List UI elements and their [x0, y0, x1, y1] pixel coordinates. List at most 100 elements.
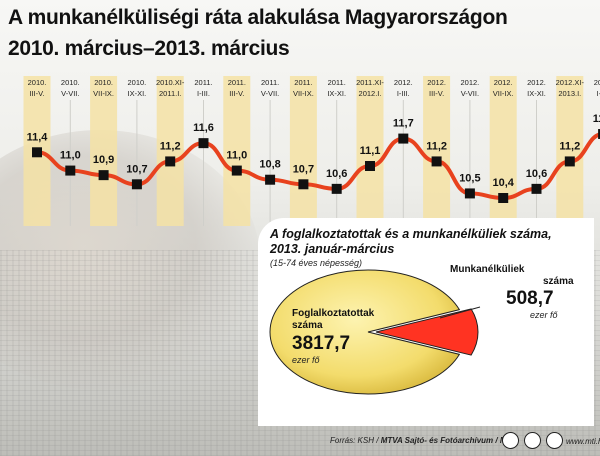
pie-title-period: 2013. január-március: [270, 242, 395, 256]
data-point: [398, 133, 409, 144]
category-label: I-III.: [597, 89, 600, 98]
value-label: 11,0: [60, 150, 81, 162]
category-label: 2012.: [461, 78, 480, 87]
value-label-layer: 11,4 11,0 10,9 10,7 11,2 11,6 11,0 10,8 10,7 10,6…: [27, 113, 600, 189]
category-label: 2013.I.: [558, 89, 581, 98]
period-band: [423, 76, 451, 226]
category-label: 2011.XI-: [356, 78, 384, 87]
category-label: 2011.: [294, 78, 312, 87]
value-label: 10,4: [492, 177, 514, 189]
line-chart: 2010. III-V. 2010. V-VII. 2010. VII-IX. 2010. I…: [23, 76, 600, 226]
period-band: [289, 76, 317, 226]
band-layer: [23, 76, 584, 226]
category-label: V-VII.: [61, 89, 79, 98]
data-point: [298, 179, 309, 190]
value-label: 11,2: [426, 140, 447, 152]
unemployed-value: 508,7: [506, 288, 554, 309]
category-label-layer: 2010. III-V. 2010. V-VII. 2010. VII-IX. 2010. I…: [28, 78, 600, 98]
chart-title: A munkanélküliségi ráta alakulása Magyar…: [8, 6, 508, 29]
category-label: 2013.: [594, 78, 600, 87]
value-label: 10,8: [259, 159, 280, 171]
category-label: IX-XI.: [327, 89, 346, 98]
source-footer: Forrás: KSH / MTVA Sajtó- és Fotóarchívu…: [330, 436, 514, 445]
category-label: V-VII.: [261, 89, 279, 98]
data-point: [598, 129, 600, 139]
data-point: [464, 188, 475, 199]
data-point: [131, 179, 142, 190]
value-label: 10,5: [459, 172, 480, 184]
data-point: [165, 156, 176, 167]
data-point: [365, 161, 375, 171]
value-label: 10,6: [526, 168, 547, 180]
point-layer: [32, 129, 600, 203]
period-band: [223, 76, 251, 226]
category-label: 2010.: [61, 78, 80, 87]
employed-unit: ezer fő: [292, 355, 320, 365]
data-point: [265, 174, 276, 185]
category-label: VII-IX.: [293, 89, 314, 98]
category-label: III-V.: [29, 89, 44, 98]
unemployed-label-2: száma: [543, 276, 574, 287]
data-point: [431, 156, 442, 167]
period-band: [356, 76, 384, 226]
value-label: 11,4: [27, 131, 49, 143]
data-point: [198, 138, 209, 149]
mti-logo-icon: [502, 432, 519, 449]
category-label: VII-IX.: [93, 89, 114, 98]
employed-value: 3817,7: [292, 333, 351, 354]
value-label: 11,7: [393, 118, 414, 130]
period-band: [90, 76, 118, 226]
employed-label: Foglalkoztatottak: [292, 308, 375, 319]
category-label: 2012.: [394, 78, 413, 87]
category-label: 2010.: [128, 78, 147, 87]
data-point: [231, 165, 242, 176]
value-label: 11,2: [559, 140, 580, 152]
value-label: 10,9: [93, 154, 114, 166]
data-point: [98, 170, 109, 181]
category-label: 2011.: [228, 78, 246, 87]
period-band: [556, 76, 584, 226]
category-label: I-III.: [397, 89, 410, 98]
category-label: 2010.: [28, 78, 47, 87]
source-agency: MTVA Sajtó- és Fotóarchívum / MTI: [380, 436, 514, 445]
category-label: 2012.: [494, 78, 513, 87]
data-point: [65, 165, 76, 176]
value-label: 11,1: [360, 145, 381, 157]
archive-logo-icon: [546, 432, 563, 449]
category-label: I-III.: [197, 89, 210, 98]
category-label: 2011.: [261, 78, 279, 87]
data-point: [331, 183, 342, 194]
data-point: [531, 183, 542, 194]
category-label: VII-IX.: [493, 89, 514, 98]
category-label: 2011.: [194, 78, 212, 87]
site-url: www.mti.hu: [566, 437, 600, 446]
value-label: 10,7: [293, 163, 314, 175]
category-label: 2012.: [527, 78, 546, 87]
mtva-logo-icon: [524, 432, 541, 449]
value-label: 11,0: [226, 150, 247, 162]
category-label: 2010.: [94, 78, 113, 87]
category-label: 2011.I.: [159, 89, 181, 98]
pie-slice-employed: [269, 269, 461, 395]
value-label: 11,8: [593, 113, 600, 125]
value-label: 11,2: [160, 140, 181, 152]
value-label: 10,6: [326, 168, 347, 180]
unemployed-label: Munkanélküliek: [450, 264, 525, 275]
chart-subtitle: 2010. március–2013. március: [8, 37, 290, 60]
category-label: III-V.: [429, 89, 444, 98]
category-label: 2012.XI-: [556, 78, 585, 87]
data-point: [498, 193, 509, 203]
employed-label-2: száma: [292, 320, 323, 331]
category-label: IX-XI.: [128, 89, 147, 98]
category-label: III-V.: [229, 89, 244, 98]
source-prefix: Forrás: KSH /: [330, 436, 381, 445]
category-label: 2010.XI-: [156, 78, 185, 87]
period-band: [156, 76, 184, 226]
category-label: 2012.I.: [359, 89, 382, 98]
category-label: IX-XI.: [527, 89, 546, 98]
pie-leader-line: [439, 306, 481, 319]
unemployed-unit: ezer fő: [530, 310, 558, 320]
value-label: 10,7: [126, 163, 147, 175]
